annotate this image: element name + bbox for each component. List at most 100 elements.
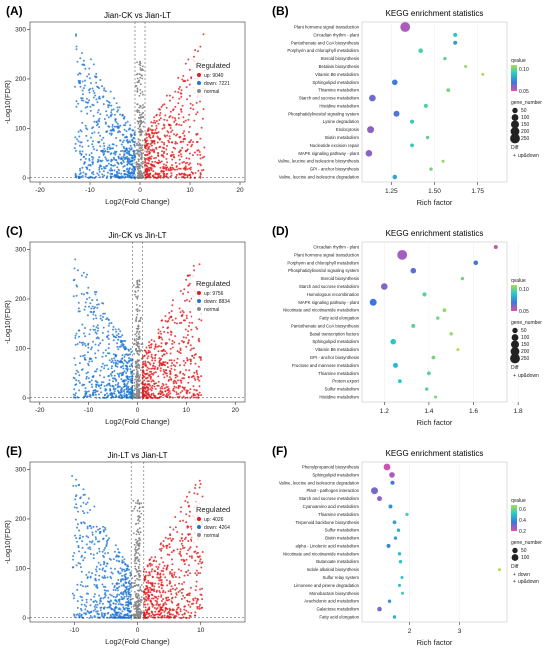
point-up	[158, 613, 161, 616]
point-up	[169, 572, 172, 575]
point-down	[103, 174, 106, 177]
point-up	[170, 613, 173, 616]
gene-number-value: 200	[521, 349, 530, 355]
point-down	[119, 612, 122, 615]
point-up	[157, 375, 160, 378]
point-normal	[139, 133, 142, 136]
point-up	[170, 378, 172, 380]
point-up	[184, 616, 187, 619]
point-down	[126, 366, 129, 368]
point-down	[110, 160, 113, 163]
point-up	[175, 123, 178, 126]
y-axis-label: -Log10(FDR)	[3, 520, 12, 564]
point-down	[77, 307, 80, 310]
point-up	[144, 373, 147, 376]
point-down	[98, 166, 101, 169]
point-normal	[133, 591, 136, 593]
point-down	[107, 125, 110, 128]
point-down	[105, 355, 107, 357]
point-up	[185, 336, 188, 339]
x-tick-label: 1.2	[380, 408, 389, 415]
point-up	[174, 374, 177, 377]
x-axis-label: Log2(Fold Change)	[105, 637, 170, 646]
point-up	[172, 613, 174, 616]
point-down	[77, 484, 80, 487]
y-tick-label: 200	[15, 76, 26, 83]
point-up	[154, 395, 157, 398]
point-up	[152, 364, 155, 367]
gene-number-swatch	[512, 107, 518, 114]
point-up	[154, 371, 157, 374]
point-up	[198, 263, 201, 266]
point-normal	[136, 175, 139, 178]
point-down	[97, 303, 100, 306]
point-down	[102, 585, 105, 588]
point-up	[145, 346, 148, 349]
point-down	[81, 540, 84, 543]
pathway-label: Biotin metabolism	[325, 135, 359, 140]
pathway-point	[398, 583, 401, 587]
point-up	[150, 353, 153, 356]
point-down	[121, 559, 124, 562]
point-down	[87, 73, 90, 76]
gene-number-value: 250	[521, 356, 530, 362]
point-up	[192, 396, 195, 399]
point-down	[123, 154, 126, 157]
pathway-label: Vitamin B6 metabolism	[315, 347, 359, 352]
point-down	[131, 154, 134, 157]
point-down	[93, 120, 96, 123]
point-up	[183, 538, 186, 541]
point-up	[147, 142, 150, 145]
point-down	[129, 358, 132, 360]
gene-number-value: 100	[521, 115, 530, 121]
point-down	[75, 484, 78, 487]
point-normal	[136, 595, 139, 597]
point-up	[146, 357, 149, 360]
point-down	[120, 374, 123, 377]
point-down	[102, 136, 105, 139]
point-down	[122, 365, 124, 367]
point-up	[146, 611, 149, 614]
point-down	[118, 600, 121, 603]
point-down	[92, 171, 95, 173]
point-down	[107, 116, 110, 119]
x-tick-label: 20	[232, 407, 240, 414]
point-down	[100, 391, 103, 394]
point-down	[86, 112, 89, 115]
point-up	[160, 332, 163, 335]
point-up	[150, 593, 153, 596]
point-down	[121, 610, 124, 613]
point-up	[187, 339, 190, 342]
point-normal	[140, 144, 142, 147]
point-up	[190, 376, 193, 379]
point-up	[160, 345, 163, 348]
pathway-label: Thiamine metabolism	[318, 371, 359, 376]
pathway-point	[418, 48, 424, 53]
point-up	[188, 325, 190, 327]
point-up	[188, 68, 191, 71]
point-down	[80, 609, 83, 612]
point-up	[190, 612, 193, 614]
point-down	[105, 131, 108, 133]
point-normal	[131, 577, 134, 579]
point-up	[194, 484, 197, 486]
pathway-point	[389, 472, 395, 478]
point-down	[89, 87, 92, 90]
point-down	[112, 602, 115, 605]
y-tick-label: 300	[15, 466, 26, 473]
point-up	[199, 164, 202, 167]
point-down	[116, 122, 119, 125]
point-up	[166, 374, 169, 377]
point-normal	[132, 605, 135, 608]
point-down	[118, 372, 121, 375]
point-down	[122, 607, 125, 610]
point-up	[180, 537, 183, 540]
point-up	[189, 360, 192, 363]
point-up	[164, 390, 167, 393]
point-up	[145, 369, 148, 372]
point-normal	[142, 111, 145, 114]
point-normal	[136, 283, 139, 286]
point-down	[80, 521, 83, 524]
point-down	[121, 334, 124, 337]
point-down	[84, 301, 87, 304]
